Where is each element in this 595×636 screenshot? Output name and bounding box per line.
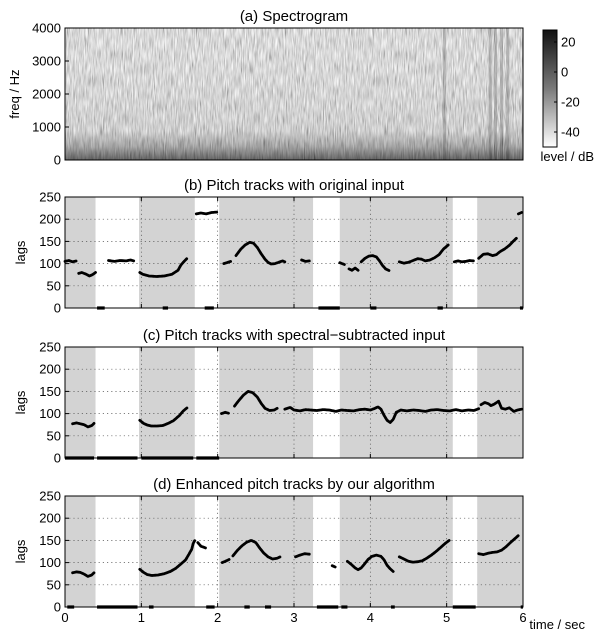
y-tick-label: 250 xyxy=(39,489,61,504)
pitch-track xyxy=(71,421,96,429)
x-tick-label: 3 xyxy=(290,610,297,625)
y-tick-label: 50 xyxy=(47,577,61,592)
panel-a: (a) Spectrogram freq / Hz 0 1000 2000 3000 400… xyxy=(7,8,594,168)
pitch-track xyxy=(347,266,360,272)
pitch-track xyxy=(283,405,481,424)
pitch-track xyxy=(222,260,232,265)
spectrogram-low-freq-energy xyxy=(65,28,523,160)
y-tick-label: 2000 xyxy=(32,87,61,102)
x-tick-label: 0 xyxy=(61,610,68,625)
pitch-track xyxy=(477,534,520,556)
y-axis-label: lags xyxy=(13,240,28,264)
spectrogram-streak xyxy=(500,28,504,160)
y-tick-label: 0 xyxy=(54,301,61,316)
panel-title: (a) Spectrogram xyxy=(240,8,348,25)
voiced-region xyxy=(339,197,453,308)
voiced-region xyxy=(139,347,195,458)
pitch-track xyxy=(359,254,391,273)
pitch-track xyxy=(517,211,523,216)
pitch-track xyxy=(477,236,519,260)
pitch-track xyxy=(452,259,475,264)
y-tick-label: 4000 xyxy=(32,21,61,36)
y-tick-label: 150 xyxy=(39,384,61,399)
pitch-track xyxy=(346,553,395,573)
spectrogram-streak xyxy=(493,28,497,160)
pitch-track xyxy=(338,261,346,266)
spectrogram-streak xyxy=(488,28,492,160)
y-tick-label: 100 xyxy=(39,256,61,271)
voiced-region xyxy=(219,197,314,308)
y-axis-label: lags xyxy=(13,390,28,414)
panel-title: (b) Pitch tracks with original input xyxy=(184,177,405,194)
pitch-track xyxy=(138,539,197,577)
pitch-track xyxy=(196,541,207,550)
x-tick-label: 4 xyxy=(367,610,374,625)
spectrogram-streak xyxy=(506,28,510,160)
voiced-region xyxy=(65,496,96,607)
colorbar-label: level / dB xyxy=(541,149,594,164)
y-tick-label: 0 xyxy=(54,600,61,615)
y-tick-label: 1000 xyxy=(32,120,61,135)
x-tick-label: 2 xyxy=(214,610,221,625)
x-tick-label: 5 xyxy=(443,610,450,625)
pitch-track xyxy=(231,539,282,561)
y-tick-label: 100 xyxy=(39,406,61,421)
colorbar xyxy=(542,29,558,148)
pitch-track xyxy=(294,552,311,559)
pitch-track xyxy=(107,258,136,263)
voiced-region xyxy=(219,496,314,607)
y-tick-label: 250 xyxy=(39,340,61,355)
colorbar-tick-label: 20 xyxy=(561,35,575,50)
y-tick-label: 3000 xyxy=(32,54,61,69)
x-axis-label: time / sec xyxy=(529,617,585,632)
colorbar-tick-label: -40 xyxy=(561,125,580,140)
y-tick-label: 200 xyxy=(39,511,61,526)
y-tick-label: 200 xyxy=(39,212,61,227)
voiced-region xyxy=(339,347,453,458)
colorbar-tick-label: -20 xyxy=(561,95,580,110)
y-tick-label: 150 xyxy=(39,234,61,249)
y-axis-label: freq / Hz xyxy=(7,69,22,118)
pitch-track xyxy=(479,399,523,413)
pitch-track xyxy=(220,410,230,415)
y-tick-label: 150 xyxy=(39,533,61,548)
y-tick-label: 50 xyxy=(47,278,61,293)
pitch-track xyxy=(71,570,96,578)
pitch-track xyxy=(138,406,189,428)
y-tick-label: 100 xyxy=(39,555,61,570)
voiced-region xyxy=(139,197,195,308)
voiced-region xyxy=(65,197,96,308)
panel-c: (c) Pitch tracks with spectral−subtracte… xyxy=(13,327,524,466)
voiced-region xyxy=(219,347,314,458)
pitch-track xyxy=(234,240,287,266)
x-tick-label: 1 xyxy=(138,610,145,625)
pitch-track xyxy=(77,271,97,278)
pitch-track xyxy=(330,564,337,569)
spectrogram-streak xyxy=(442,28,446,160)
pitch-track xyxy=(397,538,452,564)
y-tick-label: 0 xyxy=(54,451,61,466)
panel-b: (b) Pitch tracks with original input lags… xyxy=(13,177,524,316)
pitch-track xyxy=(397,243,450,265)
pitch-track xyxy=(194,210,219,216)
pitch-track xyxy=(138,256,189,278)
panel-title: (d) Enhanced pitch tracks by our algorit… xyxy=(153,476,435,493)
colorbar-tick-label: 0 xyxy=(561,65,568,80)
y-tick-label: 50 xyxy=(47,428,61,443)
voiced-region xyxy=(139,496,195,607)
panel-title: (c) Pitch tracks with spectral−subtracte… xyxy=(143,327,446,344)
y-tick-label: 200 xyxy=(39,362,61,377)
voiced-region xyxy=(65,347,96,458)
x-tick-label: 6 xyxy=(519,610,526,625)
pitch-track xyxy=(300,258,311,263)
y-axis-label: lags xyxy=(13,539,28,563)
pitch-track xyxy=(220,558,231,564)
panel-d: (d) Enhanced pitch tracks by our algorit… xyxy=(13,476,585,632)
y-tick-label: 0 xyxy=(54,153,61,168)
y-tick-label: 250 xyxy=(39,190,61,205)
pitch-track xyxy=(63,259,78,264)
pitch-track xyxy=(233,390,279,412)
